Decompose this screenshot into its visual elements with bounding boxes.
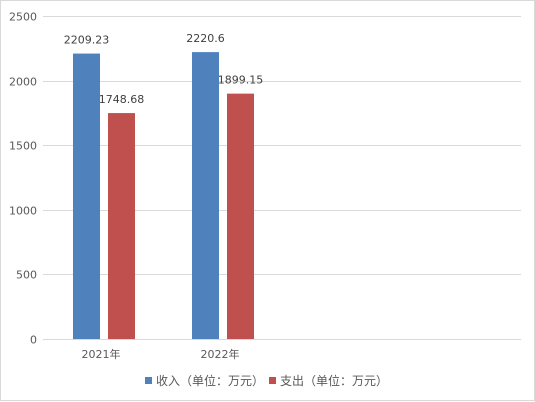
- data-labels: 2209.23 1748.68 2220.6 1899.15: [64, 32, 264, 106]
- data-label: 1899.15: [218, 74, 264, 87]
- data-label: 1748.68: [99, 93, 145, 106]
- legend-label[interactable]: 支出（单位：万元）: [280, 373, 388, 388]
- bar-expense-1: [227, 93, 254, 339]
- y-tick-label: 1000: [9, 205, 37, 218]
- y-tick-label: 2000: [9, 76, 37, 89]
- y-tick-label: 500: [16, 269, 37, 282]
- legend-swatch: [269, 377, 276, 384]
- y-tick-label: 2500: [9, 11, 37, 24]
- legend[interactable]: 收入（单位：万元） 支出（单位：万元）: [145, 373, 388, 388]
- y-axis-ticks: 0 500 1000 1500 2000 2500: [9, 11, 37, 347]
- bar-income-0: [73, 53, 100, 340]
- y-tick-label: 0: [30, 334, 37, 347]
- legend-label[interactable]: 收入（单位：万元）: [156, 373, 264, 388]
- x-axis-ticks: 2021年 2022年: [82, 347, 240, 361]
- bar-expense-0: [108, 113, 135, 339]
- x-tick-label: 2021年: [82, 347, 121, 361]
- data-label: 2209.23: [64, 34, 110, 47]
- data-label: 2220.6: [186, 32, 225, 45]
- bar-income-1: [192, 52, 219, 339]
- y-tick-label: 1500: [9, 140, 37, 153]
- x-tick-label: 2022年: [201, 347, 240, 361]
- legend-swatch: [145, 377, 152, 384]
- bars: [73, 52, 254, 340]
